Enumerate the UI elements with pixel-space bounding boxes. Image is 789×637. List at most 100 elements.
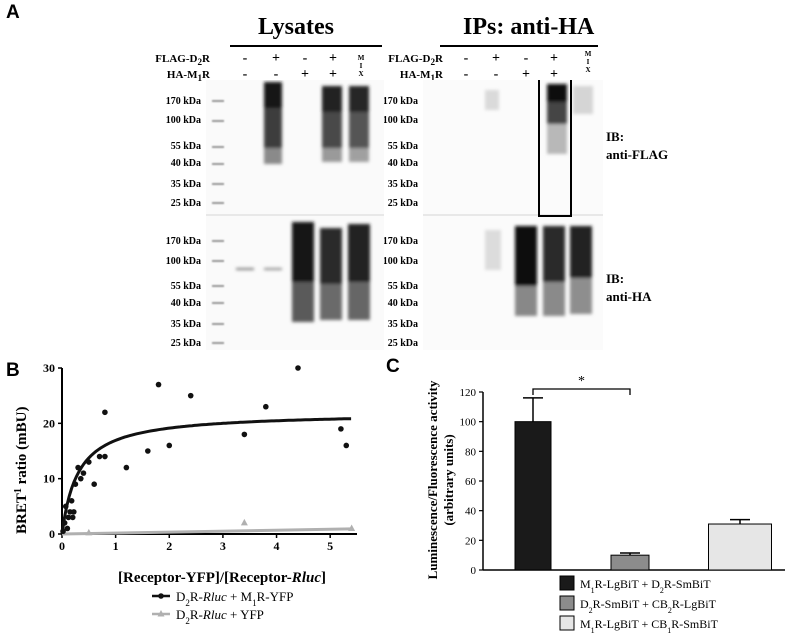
data-point-m1r xyxy=(62,503,69,510)
mw-55-lys-top: 55 kDa xyxy=(170,141,201,152)
ips-blot-image xyxy=(423,80,603,350)
mw-100-ip-top: 100 kDa xyxy=(382,115,418,126)
mw-40-lys-top: 40 kDa xyxy=(170,158,201,169)
data-point-m1r xyxy=(72,481,79,487)
y-tick-label: 0 xyxy=(471,565,477,577)
significance-star: * xyxy=(578,374,585,389)
bret-ylabel: BRET1 ratio (mBU) xyxy=(13,406,31,534)
data-point-m1r xyxy=(61,520,68,526)
data-point-m1r xyxy=(187,392,194,399)
bret-chart: 0 1 2 3 4 5 0 10 20 30 BRET1 ratio (mBU) [Recepto… xyxy=(13,361,357,626)
y-tick-label: 100 xyxy=(460,417,477,429)
y-tick-label: 20 xyxy=(43,416,55,430)
mw-25-lys-bottom: 25 kDa xyxy=(170,338,201,349)
y-tick-label: 40 xyxy=(465,506,477,518)
ha-m1r-label-ips: HA-M1R xyxy=(399,69,443,84)
data-point-m1r xyxy=(263,403,269,410)
data-point-m1r xyxy=(145,448,151,454)
flag-d2r-label-lysates: FLAG-D2R xyxy=(155,53,210,68)
data-point-m1r xyxy=(155,381,162,388)
data-point-m1r xyxy=(338,426,344,432)
legend-label: M1R-LgBiT + CB1R-SmBiT xyxy=(580,617,719,635)
data-point-m1r xyxy=(80,470,87,476)
data-point-m1r xyxy=(96,453,103,460)
mw-55-ip-top: 55 kDa xyxy=(387,141,418,152)
data-point-yfp xyxy=(240,518,248,526)
data-point-m1r xyxy=(102,453,108,460)
data-point-m1r xyxy=(343,442,350,449)
data-point-m1r xyxy=(295,365,301,371)
y-tick-label: 20 xyxy=(465,535,477,547)
lys-lane2-ha: - xyxy=(273,67,279,82)
panel-c-letter: C xyxy=(386,356,400,377)
data-point-m1r xyxy=(91,481,97,487)
lys-lane3-flag: - xyxy=(302,51,308,66)
mw-55-lys-bottom: 55 kDa xyxy=(170,281,201,292)
highlight-box xyxy=(538,80,572,217)
bar xyxy=(514,421,552,571)
mw-35-ip-bottom: 35 kDa xyxy=(387,319,418,330)
bret-xlabel: [Receptor-YFP]/[Receptor-Rluc] xyxy=(118,570,326,586)
mw-100-lys-bottom: 100 kDa xyxy=(165,256,201,267)
lysates-blot-image xyxy=(206,80,384,350)
data-point-m1r xyxy=(166,442,173,449)
legend-swatch xyxy=(559,615,575,631)
legend-label: D2R-Rluc + M1R-YFP xyxy=(176,589,293,608)
significance-bracket xyxy=(532,388,631,395)
data-point-m1r xyxy=(64,525,71,532)
mw-55-ip-bottom: 55 kDa xyxy=(387,281,418,292)
legend-marker xyxy=(158,593,164,599)
data-point-m1r xyxy=(69,514,76,521)
data-point-m1r xyxy=(241,431,248,438)
ip-lane4-ha: + xyxy=(550,67,558,82)
ip-lane4-flag: + xyxy=(550,51,558,66)
data-point-m1r xyxy=(60,528,66,535)
panel-b-letter: B xyxy=(6,360,20,381)
data-point-m1r xyxy=(77,475,84,482)
lys-lane4-flag: + xyxy=(329,51,337,66)
lysates-rule xyxy=(230,45,382,47)
data-point-m1r xyxy=(86,459,92,465)
bar xyxy=(708,523,772,571)
mw-40-ip-top: 40 kDa xyxy=(387,158,418,169)
legend-swatch xyxy=(559,575,575,591)
ip-lane3-flag: - xyxy=(523,51,529,66)
data-point-m1r xyxy=(123,464,130,471)
lys-lane1-ha: - xyxy=(242,67,248,82)
data-point-m1r xyxy=(68,498,75,504)
x-tick-label: 5 xyxy=(327,539,333,553)
ips-title: IPs: anti-HA xyxy=(463,14,595,40)
data-point-m1r xyxy=(75,464,81,471)
y-tick-label: 30 xyxy=(43,361,55,375)
data-point-m1r xyxy=(102,409,108,416)
nanobit-ylabel: Luminescence/Fluorescence activity xyxy=(425,380,440,579)
y-tick-label: 0 xyxy=(49,527,55,541)
legend-label: D2R-SmBiT + CB2R-LgBiT xyxy=(580,597,717,615)
x-tick-label: 0 xyxy=(59,539,65,553)
ip-lane2-ha: - xyxy=(493,67,499,82)
data-point-m1r xyxy=(65,514,72,521)
x-tick-label: 1 xyxy=(113,539,119,553)
x-tick-label: 4 xyxy=(274,539,280,553)
nanobit-chart: 0 20 40 60 80 100 120 Luminescence/Fluorescence… xyxy=(425,374,785,635)
x-tick-label: 2 xyxy=(166,539,172,553)
mw-35-lys-top: 35 kDa xyxy=(170,179,201,190)
bar xyxy=(610,554,650,571)
mw-170-ip-bottom: 170 kDa xyxy=(382,236,418,247)
mw-100-lys-top: 100 kDa xyxy=(165,115,201,126)
ip-lane1-ha: - xyxy=(463,67,469,82)
legend-label: M1R-LgBiT + D2R-SmBiT xyxy=(580,577,711,595)
ib-anti-ha-label: IB: anti-HA xyxy=(606,271,652,304)
panel-a-letter: A xyxy=(6,2,20,23)
data-point-yfp xyxy=(85,528,93,536)
lys-lane3-ha: + xyxy=(301,67,309,82)
mw-170-ip-top: 170 kDa xyxy=(382,96,418,107)
mw-35-ip-top: 35 kDa xyxy=(387,179,418,190)
nanobit-ylabel-units: (arbitrary units) xyxy=(441,434,456,525)
ip-lane2-flag: + xyxy=(492,51,500,66)
mw-40-ip-bottom: 40 kDa xyxy=(387,298,418,309)
flag-d2r-label-ips: FLAG-D2R xyxy=(388,53,443,68)
ha-m1r-label-lysates: HA-M1R xyxy=(166,69,210,84)
